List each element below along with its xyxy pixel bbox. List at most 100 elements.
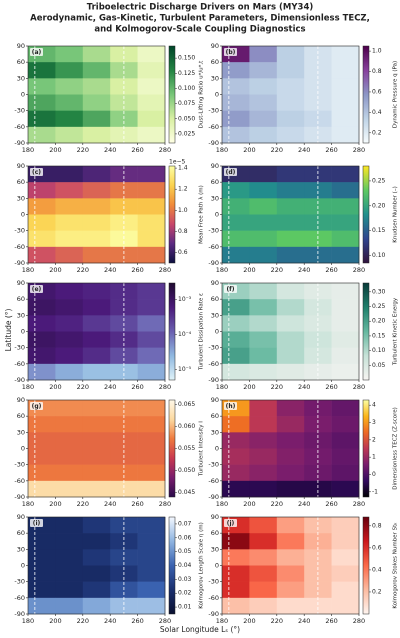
colorbar-tick-label: 0.060 [178, 423, 195, 430]
colorbar-tick-label: 0.075 [178, 100, 195, 107]
x-tick-label: 220 [271, 266, 283, 274]
heatmap-cell [110, 62, 138, 79]
y-tick-label: 90 [17, 42, 25, 50]
colorbar-tick-label: 0.03 [178, 576, 192, 583]
heatmap-cell [28, 432, 56, 449]
heatmap-cell [331, 230, 360, 248]
heatmap-cell [28, 347, 56, 365]
heatmap-cell [137, 110, 166, 128]
x-axis-label: Solar Longitude Lₛ (°) [160, 625, 240, 634]
colorbar-label: Dynamic Pressure q (Pa) [393, 61, 399, 128]
y-tick-label: -60 [208, 123, 219, 131]
heatmap-cell [331, 246, 360, 264]
heatmap-cell [276, 166, 305, 183]
heatmap-cell [137, 400, 166, 417]
heatmap-cell [222, 363, 250, 381]
heatmap-cell [276, 283, 305, 300]
x-tick-label: 220 [271, 500, 283, 508]
x-tick-label: 180 [216, 500, 228, 508]
heatmap-cell [276, 565, 305, 582]
y-tick-label: -90 [208, 376, 219, 384]
heatmap-cell [249, 126, 278, 144]
heatmap-cell [28, 581, 56, 599]
colorbar-label: Turbulent Intensity I [199, 421, 205, 477]
y-tick-label: -60 [14, 123, 25, 131]
heatmap-cell [331, 283, 360, 300]
colorbar-label: Kolmogorov Length Scale η (m) [199, 522, 205, 608]
heatmap-cell [249, 448, 278, 465]
colorbar-tick-label: 0.6 [372, 544, 382, 551]
heatmap-cell [331, 166, 360, 183]
y-tick-label: 30 [17, 311, 25, 319]
x-tick-label: 220 [77, 266, 89, 274]
heatmap-cell [110, 166, 138, 183]
y-tick-label: -30 [208, 344, 219, 352]
y-tick-label: 30 [211, 194, 219, 202]
colorbar-tick-label: 0.050 [178, 467, 195, 474]
panel-label: (a) [32, 49, 42, 56]
colorbar-tick-label: 0.065 [178, 401, 195, 408]
colorbar-tick-label: 0.01 [178, 604, 192, 611]
heatmap-cell [276, 347, 305, 365]
x-tick-label: 280 [159, 617, 171, 625]
colorbar [168, 516, 176, 615]
colorbar-tick-label: -1 [372, 488, 378, 495]
heatmap-cell [331, 299, 360, 316]
heatmap-cell [222, 198, 250, 215]
x-tick-label: 220 [271, 383, 283, 391]
heatmap-cell [276, 517, 305, 534]
heatmap-cell [137, 565, 166, 582]
heatmap-cell [82, 198, 111, 215]
heatmap-cell [304, 62, 332, 79]
y-tick-label: 60 [211, 529, 219, 537]
heatmap-cell [110, 533, 138, 550]
heatmap-cell [110, 182, 138, 199]
heatmap-cell [55, 517, 84, 534]
x-tick-label: 280 [159, 500, 171, 508]
title-line: Aerodynamic, Gas-Kinetic, Turbulent Para… [30, 14, 370, 24]
heatmap-cell [222, 126, 250, 144]
colorbar-tick-label: 1 [372, 454, 376, 461]
y-tick-label: -90 [14, 610, 25, 618]
colorbar-label: Turbulent Dissipation Rate ε [199, 293, 205, 371]
heatmap-cell [137, 347, 166, 365]
heatmap-cell [331, 400, 360, 417]
colorbar-tick-label: 0.150 [178, 55, 195, 62]
heatmap-cell [276, 78, 305, 95]
heatmap-cell [304, 597, 332, 615]
x-tick-label: 180 [22, 383, 34, 391]
colorbar-tick-label: 0.05 [178, 548, 192, 555]
x-tick-label: 220 [77, 617, 89, 625]
colorbar-tick-label: 0.8 [178, 228, 188, 235]
heatmap-cell [276, 46, 305, 63]
heatmap-cell [137, 166, 166, 183]
x-tick-label: 220 [77, 500, 89, 508]
heatmap-cell [82, 363, 111, 381]
heatmap-cell [331, 110, 360, 128]
colorbar-label: Mean Free Path λ (m) [199, 185, 205, 244]
heatmap-cell [249, 182, 278, 199]
x-tick-label: 220 [271, 617, 283, 625]
x-tick-label: 240 [104, 500, 116, 508]
heatmap-cell [222, 416, 250, 433]
x-tick-label: 180 [216, 146, 228, 154]
y-tick-label: -90 [14, 376, 25, 384]
heatmap-cell [110, 283, 138, 300]
heatmap-cell [55, 315, 84, 332]
heatmap-cell [55, 46, 84, 63]
y-tick-label: -60 [14, 477, 25, 485]
y-tick-label: 30 [17, 74, 25, 82]
heatmap-cell [55, 597, 84, 615]
heatmap-cell [110, 246, 138, 264]
heatmap-cell [222, 565, 250, 582]
y-tick-label: -60 [208, 360, 219, 368]
heatmap-cell [110, 126, 138, 144]
panel-label-box [30, 48, 43, 56]
y-tick-label: -60 [208, 594, 219, 602]
heatmap-cell [304, 363, 332, 381]
colorbar-tick-label: 0.8 [372, 68, 382, 75]
colorbar-tick-label: 0.050 [178, 115, 195, 122]
heatmap-cell [276, 581, 305, 599]
colorbar [362, 282, 370, 381]
heatmap-cell [276, 448, 305, 465]
